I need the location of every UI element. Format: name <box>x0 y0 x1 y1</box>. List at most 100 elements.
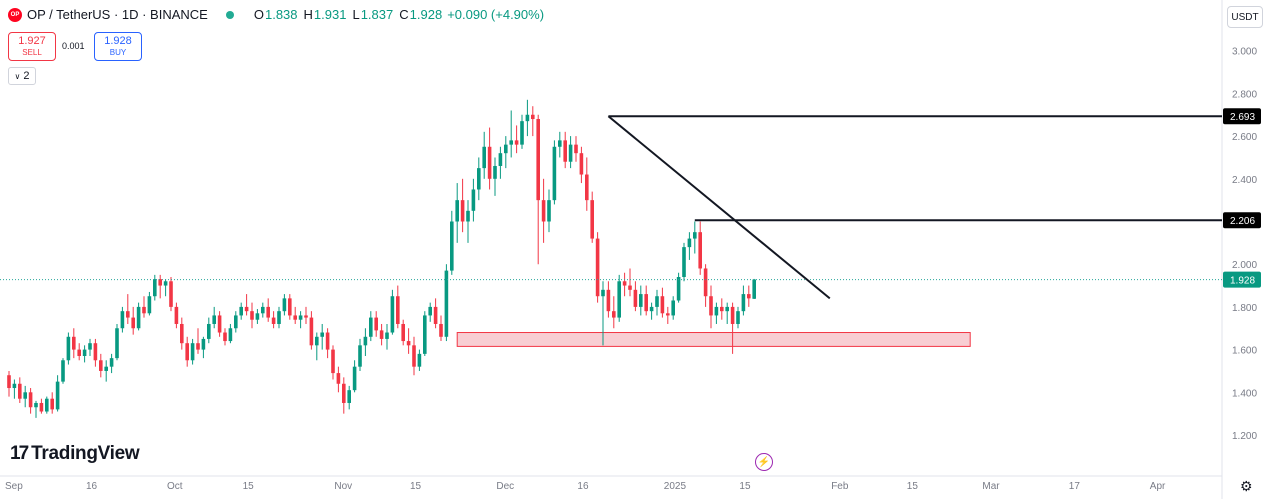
candle-body <box>115 328 119 359</box>
candle-body <box>358 345 362 367</box>
candle-body <box>385 332 389 339</box>
candle-body <box>444 270 449 337</box>
candle-body <box>423 315 427 354</box>
candle-body <box>606 289 611 312</box>
tradingview-logo[interactable]: 17 TradingView <box>10 443 140 465</box>
candle-body <box>736 311 740 324</box>
candle-body <box>639 294 643 307</box>
candle-body <box>493 165 497 179</box>
candle-body <box>369 317 373 337</box>
candle-body <box>714 306 719 316</box>
candle-body <box>293 315 297 320</box>
high-value: 1.931 <box>313 7 347 22</box>
x-tick-label: 15 <box>243 481 255 492</box>
support-zone[interactable] <box>456 332 971 347</box>
candle-body <box>590 200 594 239</box>
candle-body <box>374 317 378 331</box>
candle-body <box>277 311 281 324</box>
sell-button[interactable]: 1.927 SELL <box>8 32 56 61</box>
candle-body <box>282 298 287 312</box>
candle-body <box>558 140 562 147</box>
y-tick-label: 2.800 <box>1232 89 1257 100</box>
candle-body <box>693 232 697 239</box>
candle-body <box>687 238 692 248</box>
y-tick-label: 3.000 <box>1232 47 1257 58</box>
candle-body <box>261 306 265 314</box>
candle-body <box>250 311 254 320</box>
candle-body <box>136 306 141 329</box>
candle-body <box>126 311 130 318</box>
candle-body <box>666 313 670 316</box>
buy-label: BUY <box>109 47 127 57</box>
candle-body <box>196 343 200 350</box>
x-tick-label: 2025 <box>664 481 687 492</box>
candle-body <box>180 323 184 344</box>
candles-layer <box>7 99 756 418</box>
candle-body <box>460 200 465 222</box>
candle-body <box>12 383 17 389</box>
buy-button[interactable]: 1.928 BUY <box>94 32 142 61</box>
x-tick-label: Feb <box>831 481 849 492</box>
candle-body <box>660 296 665 314</box>
candle-body <box>433 306 438 324</box>
candle-body <box>190 343 195 361</box>
candle-body <box>158 279 162 286</box>
chevron-down-icon: ∨ <box>14 71 21 81</box>
candle-body <box>428 306 432 316</box>
candle-body <box>109 358 114 367</box>
candle-body <box>563 140 567 162</box>
currency-button[interactable]: USDT <box>1227 6 1263 28</box>
candle-body <box>131 317 135 329</box>
candle-body <box>487 146 492 179</box>
candle-body <box>612 311 616 318</box>
candle-body <box>315 336 319 346</box>
opt-logo-icon: OP <box>8 7 22 22</box>
candle-body <box>239 306 243 316</box>
candle-body <box>552 146 557 201</box>
candle-body <box>77 349 81 357</box>
x-tick-label: Mar <box>982 481 1000 492</box>
x-tick-label: Dec <box>496 481 514 492</box>
candle-body <box>163 281 168 286</box>
candle-body <box>709 296 713 316</box>
candle-body <box>271 317 276 324</box>
candle-body <box>99 360 103 371</box>
candle-body <box>147 296 152 314</box>
candle-body <box>39 402 44 412</box>
candle-body <box>595 238 600 297</box>
y-tick-label: 2.600 <box>1232 132 1257 143</box>
candle-body <box>412 345 416 367</box>
gear-icon[interactable]: ⚙ <box>1240 478 1253 494</box>
candle-body <box>601 289 605 297</box>
candle-body <box>720 306 724 312</box>
grid-layer <box>0 0 1223 499</box>
candle-body <box>82 349 87 357</box>
candle-body <box>455 200 459 222</box>
candle-body <box>223 332 227 342</box>
open-value: 1.838 <box>264 7 298 22</box>
open-label: O <box>253 7 264 22</box>
x-tick-label: 15 <box>410 481 422 492</box>
close-value: 1.928 <box>409 7 443 22</box>
candle-body <box>450 221 454 271</box>
candle-body <box>169 281 173 307</box>
market-status-dot-icon <box>225 10 234 19</box>
candle-body <box>104 366 108 371</box>
candle-body <box>88 343 92 350</box>
candle-body <box>396 296 400 324</box>
candle-body <box>18 383 22 399</box>
trend-line[interactable] <box>607 115 831 300</box>
candle-body <box>66 336 71 361</box>
candle-body <box>244 306 249 312</box>
y-tick-label: 1.400 <box>1232 388 1257 399</box>
candle-body <box>72 336 76 350</box>
candle-body <box>509 140 513 145</box>
tradingview-logo-icon: 17 <box>10 443 29 464</box>
symbol-title[interactable]: OP / TetherUS · 1D · BINANCE <box>27 7 208 22</box>
x-tick-label: 17 <box>1069 481 1081 492</box>
lightning-icon[interactable]: ⚡ <box>755 453 773 471</box>
indicators-toggle[interactable]: ∨ 2 <box>8 67 36 85</box>
candle-body <box>331 349 335 374</box>
